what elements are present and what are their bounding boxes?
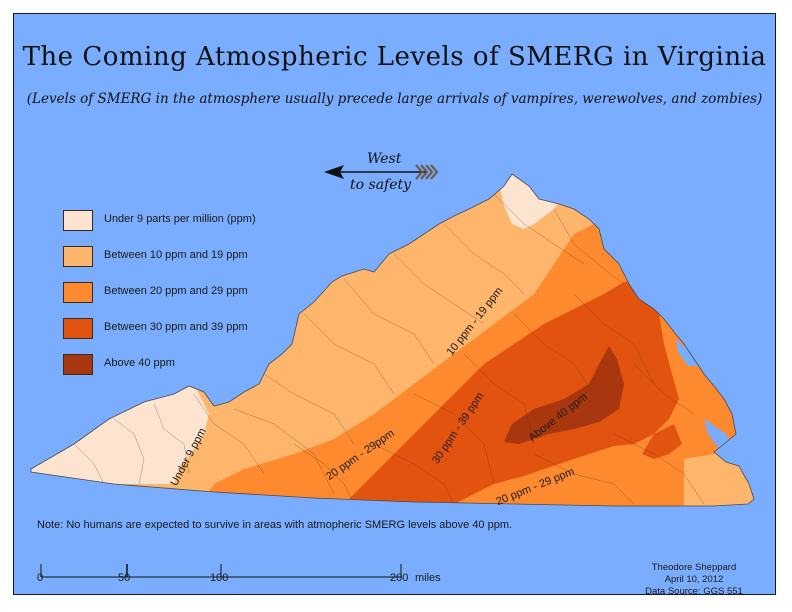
map-frame: The Coming Atmospheric Levels of SMERG i…	[13, 13, 776, 595]
scale-unit: miles	[415, 572, 441, 584]
arrow-label-safety: to safety	[350, 177, 412, 193]
legend-swatch	[63, 210, 93, 231]
virginia-outline	[30, 173, 755, 507]
legend-swatch	[63, 282, 93, 303]
scale-bar	[40, 564, 402, 578]
zone-above-40	[504, 346, 624, 444]
county-boundaries	[73, 193, 705, 505]
arrow-label-west: West	[367, 151, 402, 167]
zone-10-19-southeast	[684, 454, 754, 506]
zone-10-19	[31, 174, 754, 506]
credits-author: Theodore Sheppard	[651, 562, 737, 573]
chesapeake-bay	[704, 419, 732, 450]
scale-tick-0: 0	[37, 572, 44, 584]
scale-tick-50: 50	[118, 572, 131, 584]
legend-swatch	[63, 318, 93, 339]
credits-source: Data Source: GGS 551	[645, 586, 743, 595]
survival-note: Note: No humans are expected to survive …	[37, 519, 513, 531]
virginia-map	[30, 164, 755, 578]
map-subtitle: (Levels of SMERG in the atmosphere usual…	[26, 91, 763, 107]
credits-date: April 10, 2012	[664, 574, 724, 585]
legend-swatch	[63, 246, 93, 267]
map-title: The Coming Atmospheric Levels of SMERG i…	[22, 42, 767, 72]
scale-tick-200: 200	[390, 572, 409, 584]
zone-30-39	[344, 279, 679, 504]
arrow-left-icon	[324, 164, 439, 180]
legend-swatch	[63, 354, 93, 375]
credits: Theodore Sheppard April 10, 2012 Data So…	[624, 562, 764, 595]
scale-tick-100: 100	[210, 572, 229, 584]
